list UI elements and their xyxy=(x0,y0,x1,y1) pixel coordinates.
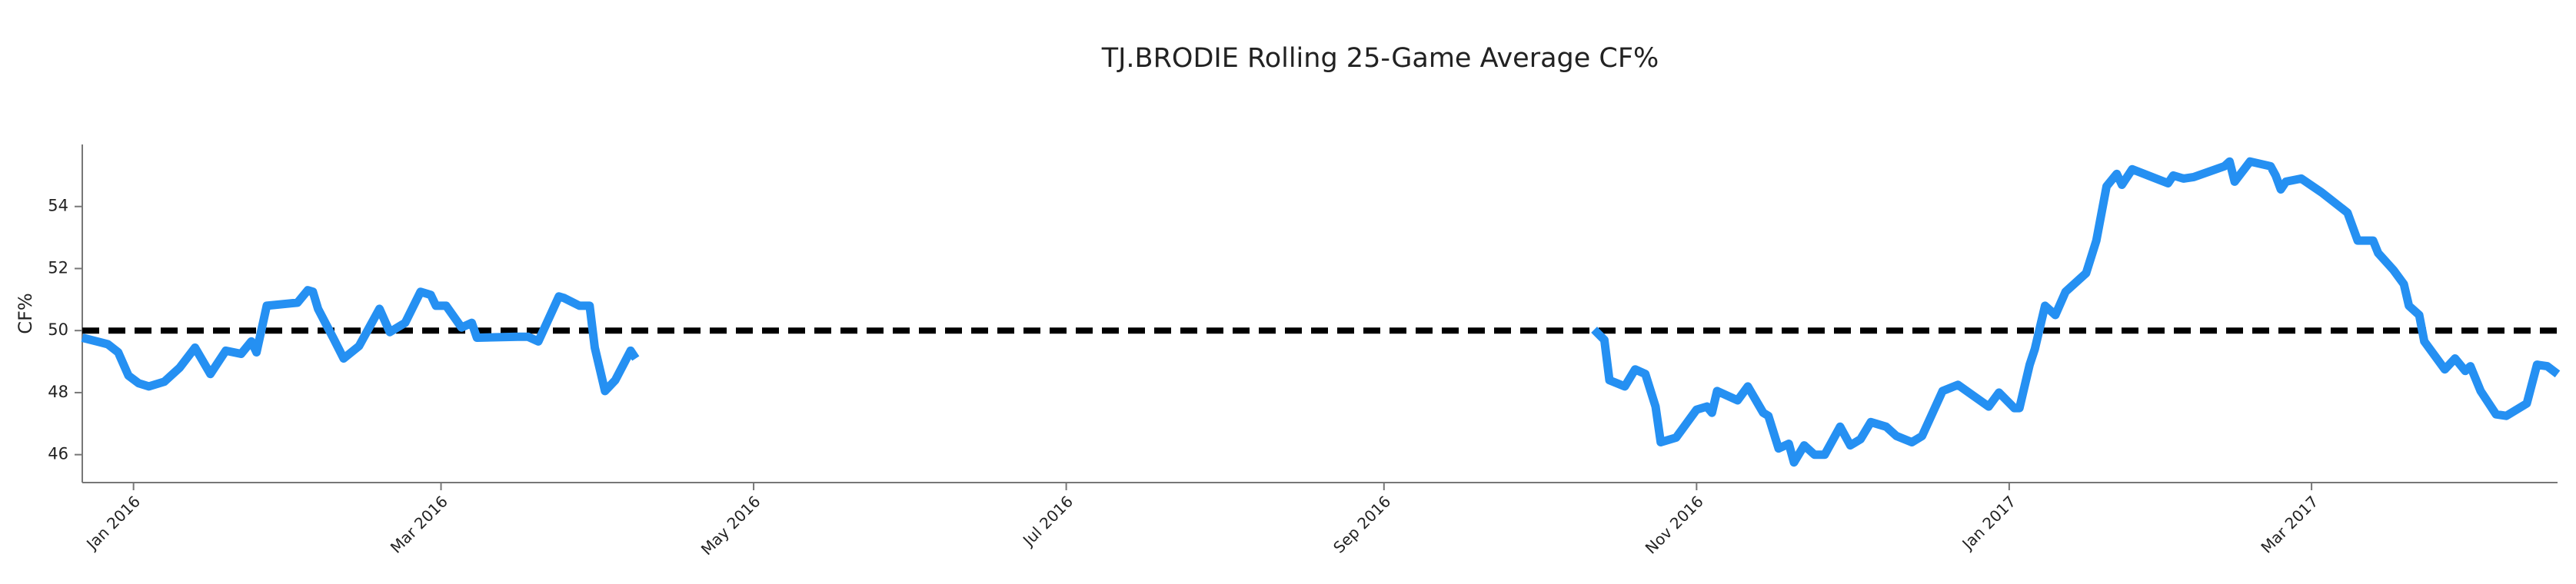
x-tick-label: Jan 2017 xyxy=(1958,492,2020,554)
y-tick-label: 52 xyxy=(48,258,68,277)
y-tick-label: 54 xyxy=(48,197,68,215)
x-tick-label: Sep 2016 xyxy=(1330,492,1394,556)
chart-title: TJ.BRODIE Rolling 25-Game Average CF% xyxy=(1101,43,1659,74)
x-tick-label: Nov 2016 xyxy=(1642,492,1707,557)
y-axis-label: CF% xyxy=(15,293,36,333)
data-line xyxy=(81,157,2561,467)
y-tick-label: 50 xyxy=(48,320,68,339)
y-tick-label: 48 xyxy=(48,383,68,401)
x-tick-label: May 2016 xyxy=(697,492,764,559)
x-tick-label: Jan 2016 xyxy=(82,492,144,554)
x-tick-label: Jul 2016 xyxy=(1018,492,1077,550)
y-tick-label: 46 xyxy=(48,445,68,463)
x-tick-label: Mar 2017 xyxy=(2257,492,2321,556)
x-tick-label: Mar 2016 xyxy=(387,492,451,556)
